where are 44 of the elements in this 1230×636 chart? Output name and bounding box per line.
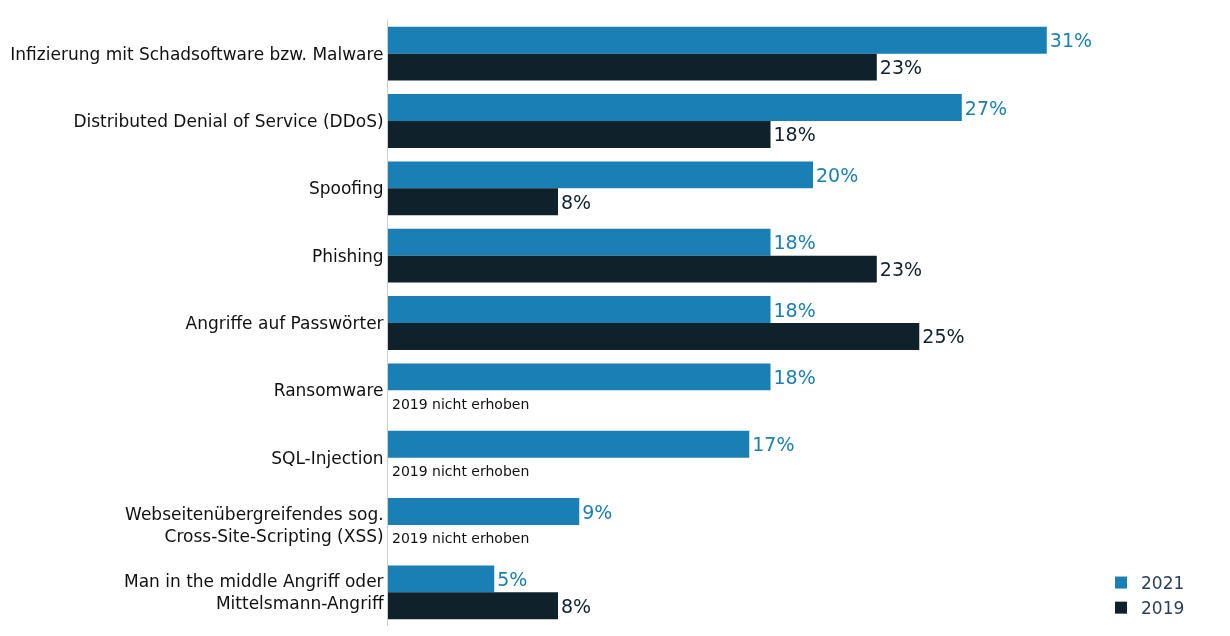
data-label: 27% xyxy=(964,96,1008,119)
y-tick-label: Ransomware xyxy=(273,380,384,401)
bar xyxy=(388,498,580,525)
bar xyxy=(388,188,559,216)
bar xyxy=(388,26,1047,54)
y-tick-label: Man in the middle Angriff oder Mittelsmann-Angriff xyxy=(124,571,385,614)
annotation: 2019 nicht erhoben xyxy=(392,463,530,479)
data-label: 8% xyxy=(561,190,592,213)
data-label: 5% xyxy=(497,567,528,590)
data-label: 8% xyxy=(561,594,592,617)
bar xyxy=(388,121,771,148)
bar xyxy=(388,296,771,323)
bar xyxy=(388,255,877,283)
bar xyxy=(388,363,771,391)
bar xyxy=(388,228,771,256)
data-label: 23% xyxy=(879,56,923,79)
y-tick-label: Phishing xyxy=(311,245,384,266)
bar xyxy=(388,430,750,458)
data-label: 18% xyxy=(773,123,816,146)
data-label: 20% xyxy=(816,163,859,186)
bar xyxy=(388,592,559,620)
y-tick-label: Distributed Denial of Service (DDoS) xyxy=(73,110,384,131)
data-label: 18% xyxy=(773,298,816,321)
bar xyxy=(388,161,814,189)
bar xyxy=(388,94,962,121)
data-label: 18% xyxy=(773,231,816,254)
bar xyxy=(388,565,495,593)
annotation: 2019 nicht erhoben xyxy=(392,530,530,546)
legend-label: 2019 xyxy=(1141,598,1185,619)
data-label: 18% xyxy=(773,365,816,388)
data-label: 31% xyxy=(1049,29,1093,52)
legend-label: 2021 xyxy=(1141,573,1185,594)
annotation: 2019 nicht erhoben xyxy=(392,396,530,412)
data-label: 9% xyxy=(582,500,613,523)
y-tick-label: Infizierung mit Schadsoftware bzw. Malware xyxy=(10,43,384,64)
y-tick-label: Angriffe auf Passwörter xyxy=(185,312,384,333)
bar xyxy=(388,323,920,350)
data-label: 23% xyxy=(879,258,923,281)
data-label: 25% xyxy=(922,325,965,348)
y-tick-label: Webseitenübergreifendes sog. Cross-Site-Scripting (XSS) xyxy=(125,503,384,546)
y-tick-label: Spoofing xyxy=(308,178,384,199)
bar xyxy=(388,53,877,81)
y-tick-label: SQL-Injection xyxy=(271,447,384,468)
data-label: 17% xyxy=(752,433,795,456)
